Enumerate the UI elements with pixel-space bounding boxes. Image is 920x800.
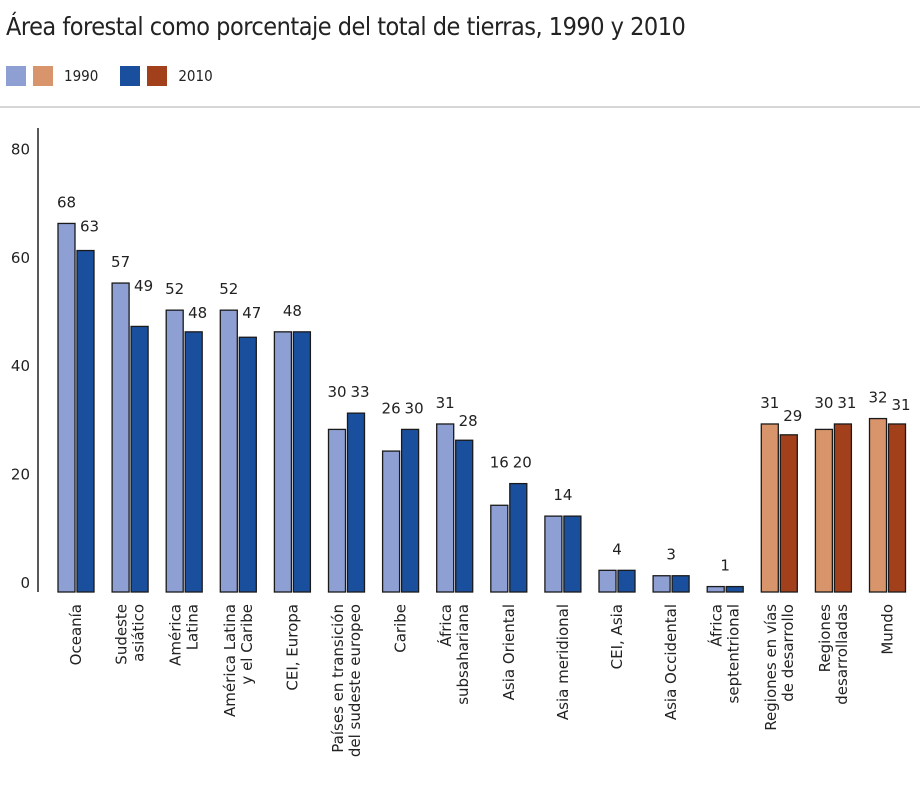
bar-2010 (779, 434, 798, 593)
bar-2010 (833, 423, 853, 593)
bar-1990 (381, 450, 401, 593)
data-label-1990: 52 (219, 280, 238, 298)
category-label: Mundo (879, 604, 897, 655)
bar-1990 (327, 428, 347, 593)
data-label-1990: 68 (57, 193, 76, 211)
y-tick-label: 60 (11, 249, 30, 267)
data-label-1990: 57 (111, 253, 130, 271)
bar-2010 (76, 249, 95, 593)
bar-1990 (598, 569, 617, 593)
legend-swatch-1990-blue (6, 66, 26, 86)
category-label: Latina (184, 604, 202, 650)
data-label: 48 (283, 302, 302, 320)
legend-swatch-2010-orange (147, 66, 168, 86)
legend: 1990 2010 (6, 66, 235, 86)
bar-2010 (455, 439, 474, 593)
data-label-2010: 48 (188, 304, 207, 322)
legend-swatch-2010-blue (120, 66, 141, 86)
category-label: CEI, Asia (608, 604, 626, 669)
data-label-2010: 30 (405, 399, 424, 417)
category-label: Asia Occidental (662, 604, 680, 720)
data-label-1990: 30 (814, 394, 833, 412)
bar-1990 (273, 331, 293, 593)
data-label-2010: 31 (891, 396, 910, 414)
bar-1990 (652, 575, 671, 593)
legend-label-2010: 2010 (178, 67, 213, 85)
data-label: 1 (720, 557, 730, 575)
bar-1990 (814, 428, 834, 593)
bar-1990 (490, 504, 509, 593)
category-label: desarrolladas (833, 604, 851, 705)
category-label: de desarrollo (779, 604, 797, 702)
category-label: Oceanía (67, 604, 85, 665)
data-label-2010: 47 (242, 304, 261, 322)
bar-1990 (706, 585, 725, 593)
category-label: asiático (130, 604, 148, 662)
category-label: África (436, 604, 455, 647)
category-label: Regiones (816, 604, 834, 673)
bar-2010 (887, 423, 907, 593)
data-label-1990: 32 (868, 389, 887, 407)
data-label-1990: 31 (760, 394, 779, 412)
legend-label-1990: 1990 (64, 67, 99, 85)
bar-1990 (111, 282, 130, 593)
bar-2010 (400, 428, 420, 593)
bar-1990 (57, 222, 76, 593)
bar-2010 (725, 585, 744, 593)
category-label: Caribe (392, 604, 410, 653)
category-label: CEI, Europa (283, 604, 301, 691)
category-label: subsahariana (454, 604, 472, 705)
bar-1990 (436, 423, 455, 593)
bar-2010 (292, 331, 312, 593)
bar-2010 (617, 569, 636, 593)
bar-2010 (671, 575, 690, 593)
category-label: Regiones en vías (762, 604, 780, 731)
y-tick-label: 80 (11, 140, 30, 158)
bar-2010 (184, 331, 203, 593)
data-label-1990: 30 (327, 383, 346, 401)
data-label: 14 (553, 486, 572, 504)
data-label-2010: 63 (80, 217, 99, 235)
data-label-1990: 31 (436, 394, 455, 412)
category-label: América (167, 604, 185, 666)
data-label-2010: 33 (350, 383, 369, 401)
bar-1990 (760, 423, 779, 593)
bar-1990 (165, 309, 184, 593)
category-label: y el Caribe (238, 604, 256, 685)
y-tick-label: 40 (11, 357, 30, 375)
bar-2010 (509, 482, 528, 593)
data-label-1990: 16 (490, 454, 509, 472)
data-label-1990: 26 (382, 399, 401, 417)
data-label-2010: 29 (783, 407, 802, 425)
data-label-2010: 31 (837, 394, 856, 412)
y-tick-label: 0 (20, 574, 30, 592)
bar-2010 (563, 515, 582, 593)
data-label: 3 (666, 546, 676, 564)
data-label-2010: 28 (459, 412, 478, 430)
bar-1990 (544, 515, 563, 593)
legend-swatch-1990-orange (33, 66, 53, 86)
category-label: Países en transición (329, 604, 347, 753)
divider (0, 106, 920, 108)
bar-2010 (130, 325, 149, 593)
chart-title: Área forestal como porcentaje del total … (6, 12, 686, 41)
bar-2010 (346, 412, 366, 593)
data-label-2010: 20 (513, 454, 532, 472)
category-label: del sudeste europeo (346, 604, 364, 757)
data-label: 4 (612, 540, 622, 558)
category-label: septentrional (725, 604, 743, 703)
y-tick-label: 20 (11, 466, 30, 484)
bar-1990 (219, 309, 238, 593)
category-label: Asia Oriental (500, 604, 518, 700)
category-label: Asia meridional (554, 604, 572, 720)
category-label: Sudeste (113, 604, 131, 665)
category-label: África (707, 604, 726, 647)
data-label-1990: 52 (165, 280, 184, 298)
category-label: América Latina (221, 604, 239, 717)
bar-2010 (238, 336, 257, 593)
data-label-2010: 49 (134, 277, 153, 295)
bar-1990 (868, 417, 888, 593)
